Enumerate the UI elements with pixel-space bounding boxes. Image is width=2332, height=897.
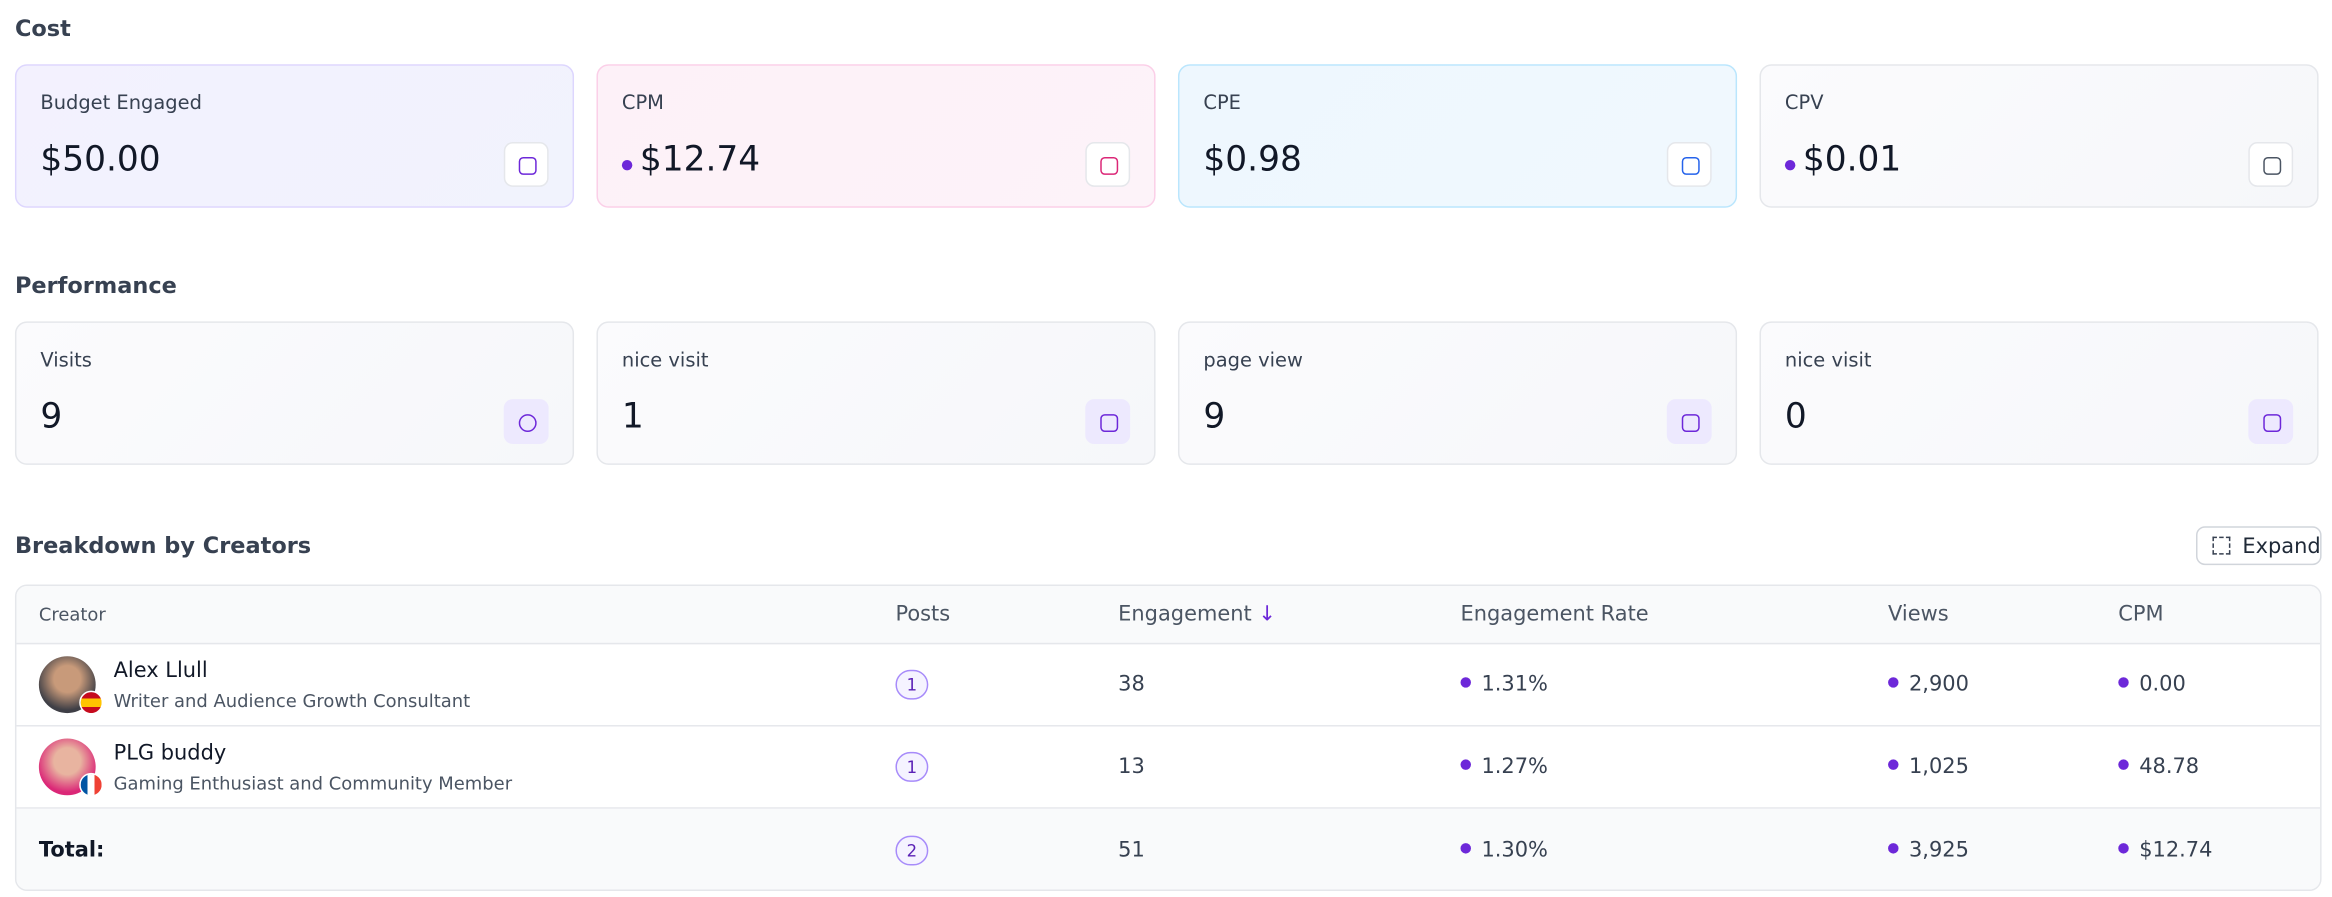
column-header-label[interactable]: Engagement xyxy=(1118,602,1252,627)
column-header: Creator xyxy=(38,603,106,625)
header-row: Creator Posts Engagement ↓ Engagement Ra… xyxy=(16,586,2321,645)
creator-name: Alex Llull xyxy=(113,659,208,684)
card-label: CPM xyxy=(621,92,664,116)
card-label: page view xyxy=(1203,349,1303,373)
creator-row[interactable]: Alex Llull Writer and Audience Growth Co… xyxy=(16,644,2321,727)
posts-pill: 1 xyxy=(895,669,929,700)
cell: 0.00 xyxy=(2118,673,2186,697)
metric-card: CPM $12.74 xyxy=(596,64,1156,208)
card-icon xyxy=(503,399,549,444)
column-header[interactable]: Engagement Rate xyxy=(1460,602,1649,627)
cell: 13 xyxy=(1118,754,1145,779)
card-label: CPV xyxy=(1784,92,1824,116)
card-value: $12.74 xyxy=(639,140,761,180)
creator-subtitle: Gaming Enthusiast and Community Member xyxy=(113,772,513,794)
cell: 1.30% xyxy=(1461,839,1547,863)
cell: 48.78 xyxy=(2118,755,2199,779)
total-label: Total: xyxy=(38,838,105,863)
card-label: Visits xyxy=(40,349,92,373)
expand-button[interactable]: Expand xyxy=(2196,526,2322,566)
creator-subtitle: Writer and Audience Growth Consultant xyxy=(113,690,471,712)
card-icon xyxy=(1085,142,1131,187)
creators-table: Creator Posts Engagement ↓ Engagement Ra… xyxy=(14,584,2322,891)
card-icon xyxy=(2248,399,2294,444)
flag xyxy=(79,690,104,715)
column-header[interactable]: CPM xyxy=(2118,602,2164,627)
cell: $12.74 xyxy=(2118,839,2212,863)
metric-card: nice visit 0 xyxy=(1759,321,2319,465)
cell: 1.27% xyxy=(1461,755,1547,779)
card-value: 0 xyxy=(1784,397,1807,437)
status-dot xyxy=(621,159,633,171)
card-value: $0.01 xyxy=(1802,140,1902,180)
section-title: Cost xyxy=(14,14,71,42)
metric-card: nice visit 1 xyxy=(596,321,1156,465)
cell: 38 xyxy=(1118,672,1145,697)
column-header[interactable]: Views xyxy=(1888,602,1949,627)
metric-card: CPE $0.98 xyxy=(1177,64,1738,208)
metric-card: CPV $0.01 xyxy=(1759,64,2319,208)
posts-pill: 2 xyxy=(895,835,929,866)
cell: 3,925 xyxy=(1888,839,1969,863)
metric-card: Budget Engaged $50.00 xyxy=(14,64,575,208)
metric-card: page view 9 xyxy=(1177,321,1738,465)
card-icon xyxy=(1666,142,1712,187)
cell: 51 xyxy=(1118,838,1145,863)
card-value: $0.98 xyxy=(1203,140,1302,180)
card-icon xyxy=(2248,142,2294,187)
metric-card: Visits 9 xyxy=(14,321,575,465)
card-icon xyxy=(1666,399,1712,444)
cell: 1,025 xyxy=(1888,755,1969,779)
total-row: Total: 2 51 1.30% 3,925 $12.74 xyxy=(16,808,2321,890)
card-label: nice visit xyxy=(621,349,709,373)
card-label: Budget Engaged xyxy=(40,92,202,116)
card-value: 9 xyxy=(1203,397,1226,437)
card-value: $50.00 xyxy=(40,140,161,180)
card-value: 1 xyxy=(621,397,644,437)
card-icon xyxy=(503,142,549,187)
status-dot xyxy=(1784,159,1796,171)
column-header[interactable]: Engagement ↓ xyxy=(1118,602,1276,627)
section-title: Performance xyxy=(14,272,177,299)
creator-row[interactable]: PLG buddy Gaming Enthusiast and Communit… xyxy=(16,727,2321,809)
posts-pill: 1 xyxy=(895,751,929,782)
card-label: CPE xyxy=(1203,92,1241,116)
column-header[interactable]: Posts xyxy=(895,602,951,627)
button-label[interactable]: Expand xyxy=(2242,535,2321,560)
cell: 1.31% xyxy=(1461,673,1547,697)
section-title: Breakdown by Creators xyxy=(14,532,312,560)
card-value: 9 xyxy=(40,397,63,437)
cell: 2,900 xyxy=(1888,673,1969,697)
card-label: nice visit xyxy=(1784,349,1872,373)
creator-name: PLG buddy xyxy=(113,741,227,766)
flag xyxy=(79,772,104,797)
card-icon xyxy=(1085,399,1131,444)
